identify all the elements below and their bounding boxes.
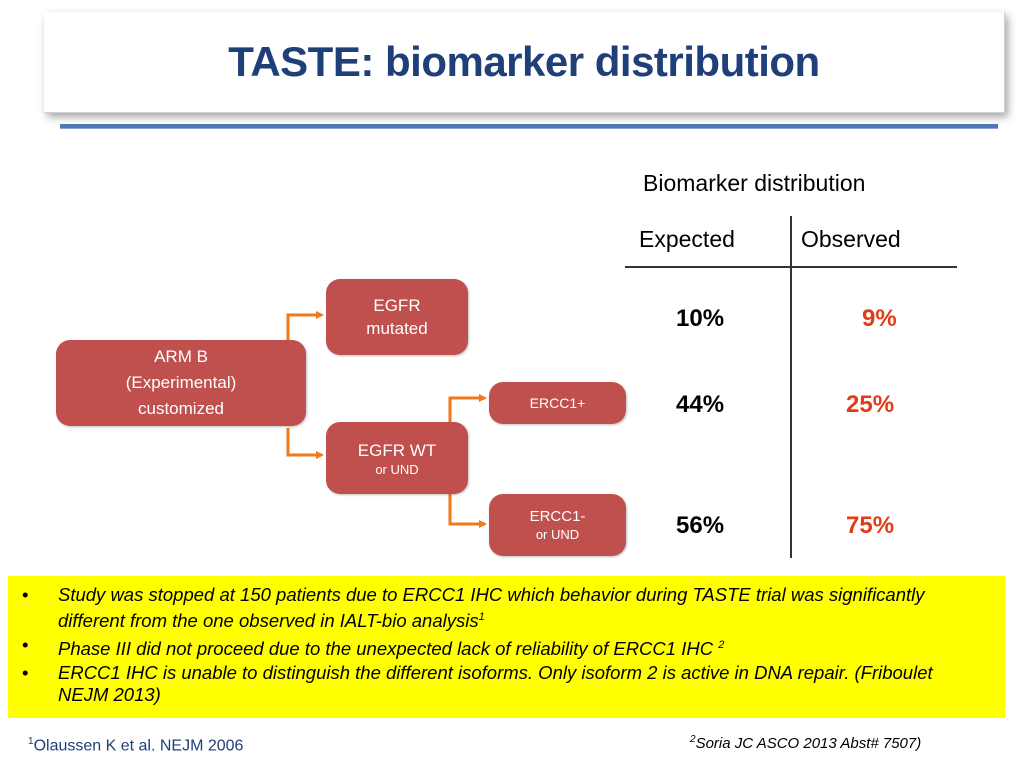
notes-list: • Study was stopped at 150 patients due …	[22, 584, 965, 706]
egfr-wt-box: EGFR WT or UND	[326, 422, 468, 494]
ercc1-negative-line2: or UND	[535, 527, 580, 542]
notes-box: • Study was stopped at 150 patients due …	[8, 576, 1005, 718]
egfr-mutated-box: EGFR mutated	[326, 279, 468, 355]
title-divider	[60, 124, 998, 129]
egfr-mutated-line2: mutated	[366, 319, 428, 338]
egfr-wt-line1: EGFR WT	[357, 440, 437, 460]
column-header-observed: Observed	[801, 226, 901, 252]
note-item: • Phase III did not proceed due to the u…	[22, 634, 965, 660]
note-item: • Study was stopped at 150 patients due …	[22, 584, 965, 632]
reference-2-text: Soria JC ASCO 2013 Abst# 7507)	[695, 735, 922, 752]
arrow-to-ercc1-neg	[448, 494, 487, 528]
note-superscript: 2	[718, 639, 725, 652]
bullet-icon: •	[22, 584, 29, 605]
slide-title: TASTE: biomarker distribution	[228, 38, 820, 85]
egfr-wt-line2: or UND	[375, 461, 419, 477]
column-header-expected: Expected	[639, 226, 735, 252]
table-heading: Biomarker distribution	[643, 170, 866, 196]
reference-1-text: Olaussen K et al. NEJM 2006	[33, 737, 244, 755]
observed-value-row1: 9%	[862, 305, 897, 332]
table-column-divider	[790, 216, 792, 558]
reference-2: 2Soria JC ASCO 2013 Abst# 7507)	[690, 734, 921, 752]
arm-b-line1: ARM B	[154, 347, 208, 366]
note-text: ERCC1 IHC is unable to distinguish the d…	[58, 662, 933, 706]
ercc1-negative-line1: ERCC1-	[529, 508, 586, 525]
arm-b-box: ARM B (Experimental) customized	[56, 340, 306, 426]
reference-1-superscript: 1	[28, 736, 34, 747]
expected-value-row1: 10%	[676, 305, 725, 332]
title-box: TASTE: biomarker distribution	[44, 12, 1005, 113]
ercc1-negative-box: ERCC1- or UND	[489, 494, 626, 556]
reference-2-superscript: 2	[690, 734, 696, 745]
observed-value-row2: 25%	[846, 391, 895, 418]
note-text: Phase III did not proceed due to the une…	[58, 638, 719, 660]
egfr-mutated-line1: EGFR	[373, 296, 421, 315]
arm-b-line3: customized	[138, 399, 224, 418]
note-item: • ERCC1 IHC is unable to distinguish the…	[22, 662, 965, 706]
arrow-to-ercc1-pos	[448, 394, 487, 424]
note-superscript: 1	[478, 611, 485, 623]
bullet-icon: •	[22, 634, 29, 656]
ercc1-positive-box: ERCC1+	[489, 382, 626, 424]
expected-value-row2: 44%	[676, 391, 725, 418]
arrow-to-egfr-mutated	[286, 311, 324, 340]
bullet-icon: •	[22, 662, 29, 684]
arm-b-line2: (Experimental)	[125, 373, 237, 392]
ercc1-positive-line1: ERCC1+	[529, 395, 586, 411]
observed-value-row3: 75%	[846, 512, 895, 539]
expected-value-row3: 56%	[676, 512, 725, 539]
arrow-to-egfr-wt	[286, 428, 324, 459]
note-text: Study was stopped at 150 patients due to…	[58, 584, 925, 632]
reference-1: 1Olaussen K et al. NEJM 2006	[28, 736, 243, 755]
